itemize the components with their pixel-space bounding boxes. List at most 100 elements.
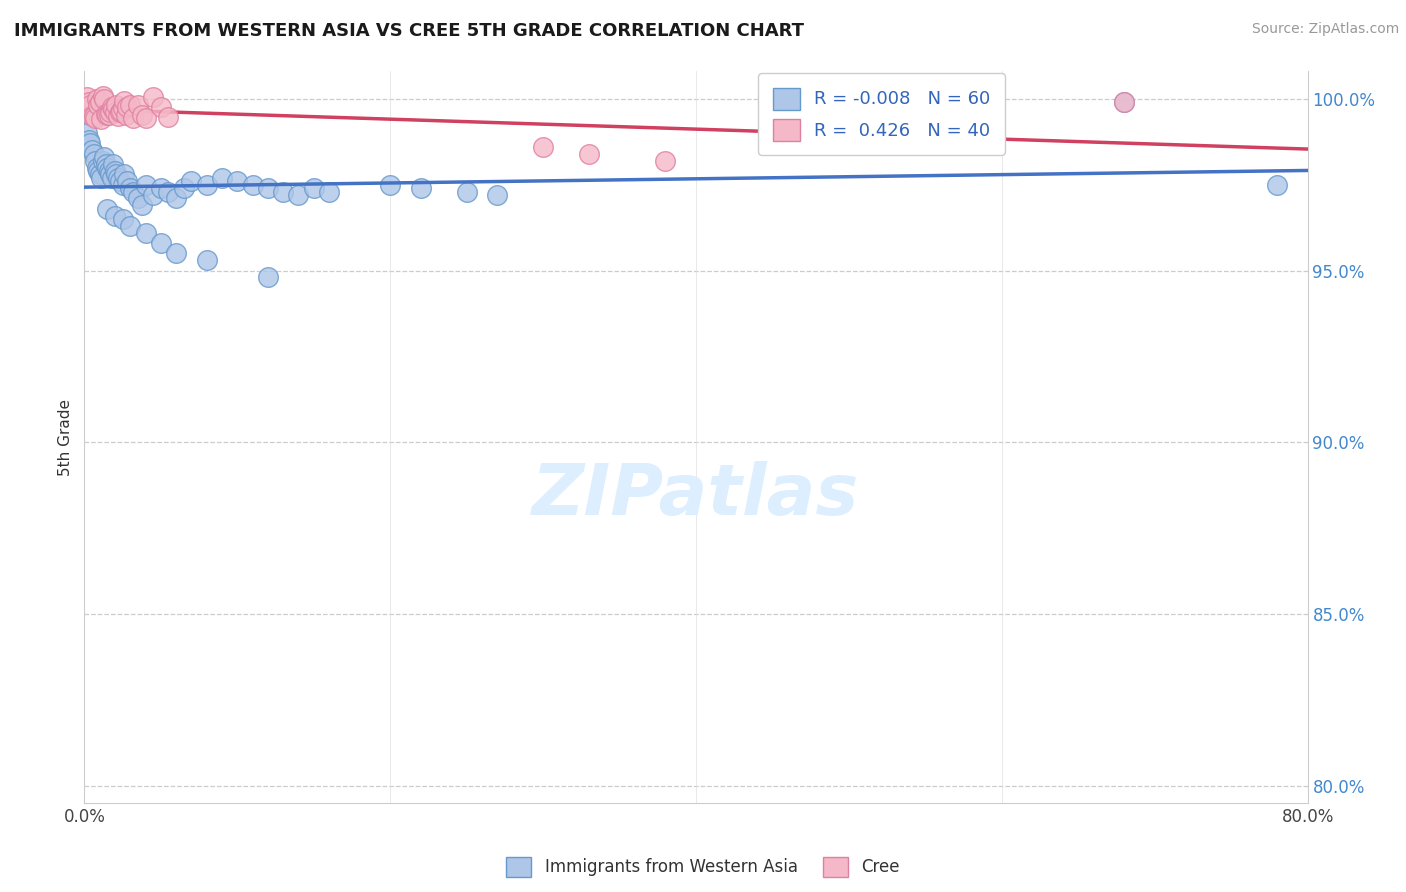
Point [127, 98, 149, 112]
Text: Source: ZipAtlas.com: Source: ZipAtlas.com [1251, 22, 1399, 37]
Text: IMMIGRANTS FROM WESTERN ASIA VS CREE 5TH GRADE CORRELATION CHART: IMMIGRANTS FROM WESTERN ASIA VS CREE 5TH… [14, 22, 804, 40]
Point [257, 181, 280, 195]
Point [108, 174, 131, 188]
Point [97, 164, 120, 178]
Point [226, 174, 249, 188]
Point [131, 108, 153, 122]
Point [111, 212, 134, 227]
Point [271, 185, 294, 199]
Point [101, 100, 124, 114]
Point [142, 89, 165, 103]
Point [257, 270, 280, 285]
Point [115, 174, 138, 188]
Point [1114, 95, 1136, 110]
Point [114, 108, 136, 122]
Point [83, 109, 105, 123]
Point [96, 202, 118, 216]
Point [96, 161, 118, 175]
Point [112, 94, 135, 108]
Point [107, 109, 129, 123]
Point [242, 178, 264, 192]
Legend: Immigrants from Western Asia, Cree: Immigrants from Western Asia, Cree [499, 850, 907, 884]
Point [112, 167, 135, 181]
Point [531, 140, 554, 154]
Y-axis label: 5th Grade: 5th Grade [58, 399, 73, 475]
Point [104, 105, 127, 120]
Point [101, 170, 124, 185]
Point [103, 102, 125, 116]
Point [135, 226, 157, 240]
Point [94, 157, 117, 171]
Point [120, 98, 142, 112]
Point [80, 109, 103, 123]
Point [98, 105, 121, 120]
Point [94, 107, 117, 121]
Text: ZIPatlas: ZIPatlas [533, 461, 859, 530]
Point [120, 181, 142, 195]
Point [127, 191, 149, 205]
Point [122, 112, 145, 126]
Point [287, 188, 309, 202]
Point [380, 178, 402, 192]
Point [111, 178, 134, 192]
Point [86, 161, 108, 175]
Point [115, 100, 138, 114]
Point [84, 153, 107, 168]
Point [77, 133, 100, 147]
Point [111, 102, 134, 116]
Point [120, 219, 142, 233]
Point [302, 181, 325, 195]
Point [76, 126, 98, 140]
Point [165, 191, 187, 205]
Point [79, 98, 101, 112]
Point [97, 108, 120, 122]
Point [90, 170, 112, 185]
Point [135, 178, 157, 192]
Point [149, 99, 172, 113]
Point [105, 97, 128, 112]
Point [195, 178, 218, 192]
Point [93, 150, 115, 164]
Point [195, 253, 218, 268]
Point [87, 98, 110, 112]
Point [79, 136, 101, 151]
Point [318, 185, 340, 199]
Point [149, 181, 172, 195]
Point [131, 198, 153, 212]
Point [486, 188, 509, 202]
Point [149, 235, 172, 250]
Point [98, 167, 121, 181]
Point [90, 112, 112, 126]
Point [122, 185, 145, 199]
Point [83, 146, 105, 161]
Point [96, 108, 118, 122]
Point [75, 103, 97, 118]
Point [77, 95, 100, 109]
Point [105, 167, 128, 181]
Point [89, 95, 111, 110]
Point [173, 181, 195, 195]
Point [180, 174, 202, 188]
Point [1114, 95, 1136, 110]
Point [142, 188, 165, 202]
Point [157, 110, 180, 124]
Point [91, 89, 114, 103]
Point [1265, 178, 1288, 192]
Point [91, 153, 114, 168]
Point [103, 157, 125, 171]
Point [104, 209, 127, 223]
Point [84, 111, 107, 125]
Point [107, 170, 129, 185]
Point [165, 246, 187, 260]
Point [104, 164, 127, 178]
Point [93, 92, 115, 106]
Point [76, 89, 98, 103]
Point [110, 103, 132, 118]
Point [157, 185, 180, 199]
Point [654, 153, 676, 168]
Point [211, 170, 233, 185]
Point [409, 181, 432, 195]
Point [87, 164, 110, 178]
Point [108, 105, 131, 120]
Point [578, 146, 600, 161]
